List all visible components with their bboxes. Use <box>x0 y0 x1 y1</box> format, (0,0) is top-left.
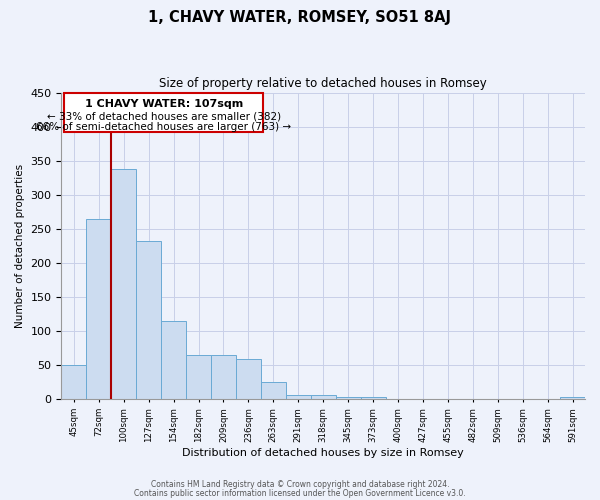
Text: 1 CHAVY WATER: 107sqm: 1 CHAVY WATER: 107sqm <box>85 99 243 109</box>
Bar <box>311 396 335 400</box>
Bar <box>161 321 186 400</box>
Bar <box>335 396 361 400</box>
Text: 66% of semi-detached houses are larger (763) →: 66% of semi-detached houses are larger (… <box>36 122 291 132</box>
Title: Size of property relative to detached houses in Romsey: Size of property relative to detached ho… <box>160 78 487 90</box>
Text: 1, CHAVY WATER, ROMSEY, SO51 8AJ: 1, CHAVY WATER, ROMSEY, SO51 8AJ <box>149 10 452 25</box>
Bar <box>211 355 236 400</box>
Bar <box>286 396 311 400</box>
Bar <box>361 396 386 400</box>
Bar <box>261 382 286 400</box>
Bar <box>86 219 111 400</box>
Bar <box>560 396 585 400</box>
Text: Contains public sector information licensed under the Open Government Licence v3: Contains public sector information licen… <box>134 488 466 498</box>
Text: ← 33% of detached houses are smaller (382): ← 33% of detached houses are smaller (38… <box>47 112 281 122</box>
Text: Contains HM Land Registry data © Crown copyright and database right 2024.: Contains HM Land Registry data © Crown c… <box>151 480 449 489</box>
Y-axis label: Number of detached properties: Number of detached properties <box>15 164 25 328</box>
X-axis label: Distribution of detached houses by size in Romsey: Distribution of detached houses by size … <box>182 448 464 458</box>
Bar <box>111 170 136 400</box>
Bar <box>236 358 261 400</box>
Bar <box>186 355 211 400</box>
FancyBboxPatch shape <box>64 93 263 132</box>
Bar <box>61 366 86 400</box>
Bar <box>136 242 161 400</box>
